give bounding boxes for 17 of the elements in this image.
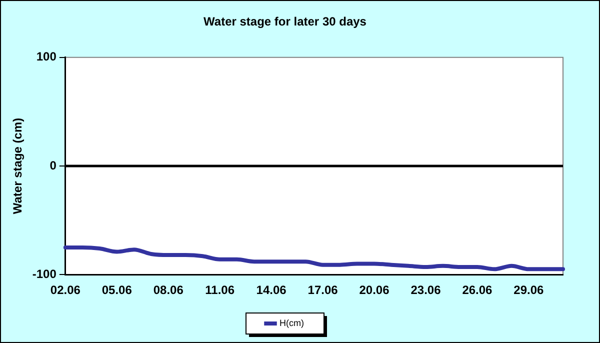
- x-tick-label: 05.06: [102, 283, 132, 298]
- x-tick-label: 17.06: [308, 283, 338, 298]
- x-tick-label: 14.06: [256, 283, 287, 298]
- x-tick-label: 23.06: [410, 283, 442, 298]
- x-tick-label: 08.06: [153, 283, 184, 298]
- line-series: [63, 245, 565, 272]
- legend-label: H(cm): [280, 318, 304, 328]
- y-axis-title: Water stage (cm): [10, 118, 25, 214]
- y-tick-label: 0: [50, 158, 57, 172]
- x-tick-label: 11.06: [205, 283, 235, 298]
- chart-title: Water stage for later 30 days: [204, 14, 367, 29]
- y-tick-label: 100: [36, 50, 57, 64]
- y-tick-label: -100: [32, 266, 57, 281]
- x-tick-label: 02.06: [50, 283, 81, 298]
- x-tick-label: 20.06: [359, 283, 390, 298]
- x-tick-label: 26.06: [462, 283, 493, 298]
- x-tick-label: 29.06: [514, 283, 544, 298]
